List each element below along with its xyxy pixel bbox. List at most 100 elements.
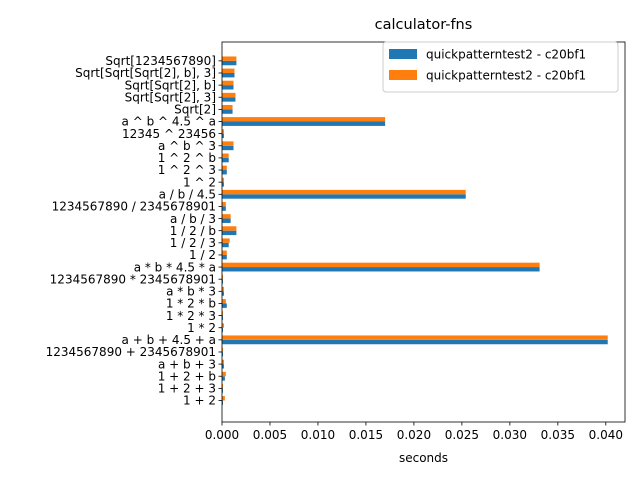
bar (222, 104, 233, 110)
legend-label: quickpatterntest2 - c20bf1 (426, 48, 586, 62)
bar (222, 60, 237, 66)
bar (222, 182, 224, 187)
bar (222, 364, 224, 369)
y-axis-ticks: 1 + 21 + 2 + 31 + 2 + ba + b + 312345678… (46, 54, 222, 408)
y-tick-label: 1234567890 / 2345678901 (52, 200, 216, 214)
bar (222, 400, 223, 405)
bar (222, 254, 227, 260)
y-tick-label: a ^ b ^ 4.5 ^ a (122, 115, 216, 129)
bar (222, 376, 225, 381)
bar (222, 153, 229, 158)
x-tick-label: 0.020 (397, 428, 431, 442)
y-tick-label: 1 + 2 (183, 394, 216, 408)
bar (222, 72, 235, 78)
y-tick-label: 1 + 2 + 3 (158, 382, 216, 396)
bar (222, 92, 236, 98)
x-tick-label: 0.030 (493, 428, 527, 442)
y-tick-label: 1234567890 + 2345678901 (46, 345, 216, 359)
x-tick-label: 0.040 (589, 428, 623, 442)
legend-box (382, 41, 619, 93)
bar (222, 371, 226, 377)
bar (222, 56, 237, 61)
bar (222, 170, 227, 175)
y-tick-label: a + b + 4.5 + a (122, 333, 216, 347)
plot-frame (221, 41, 626, 423)
x-axis-ticks: 0.000 0.005 0.010 0.015 0.020 0.025 0.030 0.035… (205, 422, 623, 442)
y-tick-label: a ^ b ^ 3 (158, 139, 216, 153)
bar (222, 117, 386, 122)
y-tick-label: 1 * 2 * b (166, 297, 216, 311)
bar (222, 97, 236, 102)
bar (222, 250, 227, 255)
x-tick-label: 0.015 (349, 428, 383, 442)
bar (222, 383, 223, 389)
bar (222, 177, 224, 183)
y-tick-label: a * b * 3 (166, 285, 216, 299)
legend: quickpatterntest2 - c20bf1 quickpatternte… (382, 41, 619, 93)
bar (222, 202, 226, 207)
bar (222, 129, 224, 134)
y-tick-label: 1 / 2 / b (170, 224, 216, 238)
bar (222, 109, 233, 114)
bar (222, 335, 608, 340)
y-tick-label: 12345 ^ 23456 (122, 127, 216, 141)
y-tick-label: 1 / 2 / 3 (170, 236, 216, 250)
bar (222, 279, 223, 284)
y-tick-label: a * b * 4.5 * a (134, 260, 216, 274)
y-tick-label: 1234567890 * 2345678901 (50, 272, 216, 286)
bar (222, 286, 224, 292)
bar (222, 315, 223, 320)
x-axis-label: seconds (399, 451, 448, 465)
x-tick-label: 0.000 (205, 428, 239, 442)
bar (222, 230, 237, 236)
bar (222, 274, 223, 280)
bar (222, 85, 234, 90)
y-tick-label: Sqrt[Sqrt[Sqrt[2], b], 3] (75, 66, 216, 80)
bar (222, 133, 224, 139)
y-tick-label: 1 ^ 2 ^ 3 (158, 163, 216, 177)
bar (222, 189, 466, 195)
x-tick-label: 0.025 (445, 428, 479, 442)
y-tick-label: 1 * 2 (187, 321, 216, 335)
bar (222, 388, 223, 393)
legend-swatch (389, 70, 417, 80)
y-tick-label: Sqrt[Sqrt[2], b] (125, 78, 216, 92)
bars-group (222, 56, 608, 405)
bar (222, 68, 235, 73)
bar (222, 206, 226, 211)
bar (222, 218, 231, 223)
y-tick-label: 1 ^ 2 ^ b (158, 151, 216, 165)
bar (222, 165, 227, 171)
y-tick-label: 1 ^ 2 (183, 175, 216, 189)
bar (222, 141, 234, 146)
y-tick-label: a + b + 3 (158, 357, 216, 371)
bar (222, 121, 386, 126)
bar (222, 327, 223, 333)
legend-label: quickpatterntest2 - c20bf1 (426, 69, 586, 83)
bar (222, 323, 224, 328)
bar (222, 347, 223, 352)
x-tick-label: 0.005 (253, 428, 287, 442)
bar (222, 299, 226, 304)
legend-swatch (389, 49, 417, 59)
bar (222, 194, 466, 199)
y-tick-label: Sqrt[2] (174, 103, 216, 117)
chart-title: calculator-fns (375, 17, 473, 33)
bar (222, 262, 540, 268)
bar (222, 226, 237, 231)
bar (222, 291, 224, 296)
bar (222, 396, 225, 401)
bar (222, 80, 234, 86)
y-tick-label: Sqrt[1234567890] (105, 54, 216, 68)
bar (222, 351, 223, 357)
y-tick-label: a / b / 4.5 (159, 187, 216, 201)
y-tick-label: Sqrt[Sqrt[2], 3] (125, 90, 216, 104)
y-tick-label: 1 / 2 (189, 248, 216, 262)
bar (222, 303, 227, 308)
bar (222, 145, 234, 151)
x-tick-label: 0.035 (541, 428, 575, 442)
bar (222, 339, 608, 345)
y-tick-label: 1 + 2 + b (158, 369, 216, 383)
bar (222, 311, 223, 316)
